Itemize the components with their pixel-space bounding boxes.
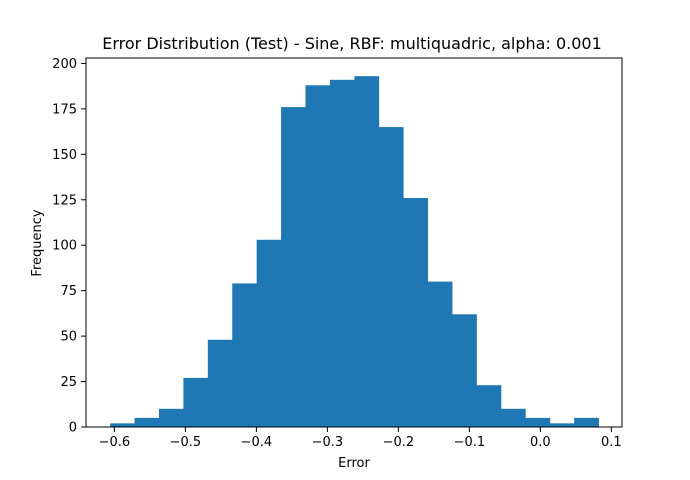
histogram-bar xyxy=(500,408,526,427)
x-tick-label: 0.1 xyxy=(601,435,622,450)
x-tick-label: −0.5 xyxy=(170,435,202,450)
y-tick-label: 100 xyxy=(52,239,77,254)
histogram-bar xyxy=(281,107,306,427)
x-tick-label: −0.3 xyxy=(312,435,344,450)
x-axis-label: Error xyxy=(338,456,370,471)
histogram-bar xyxy=(305,85,331,428)
y-axis-label: Frequency xyxy=(30,209,45,276)
histogram-bar xyxy=(403,197,429,427)
x-tick-label: 0.0 xyxy=(530,435,551,450)
histogram-bar xyxy=(134,417,160,427)
y-tick-label: 125 xyxy=(52,193,77,208)
histogram-bar xyxy=(183,377,209,427)
y-tick-label: 50 xyxy=(60,330,77,345)
x-tick-label: −0.2 xyxy=(383,435,415,450)
x-tick-label: −0.1 xyxy=(454,435,486,450)
plot-frame xyxy=(85,57,623,428)
histogram-bar xyxy=(110,423,135,427)
y-tick-label: 175 xyxy=(52,102,77,117)
histogram-bar xyxy=(476,385,502,427)
histogram-bar xyxy=(427,281,453,427)
histogram-bar xyxy=(207,339,233,427)
y-tick-label: 25 xyxy=(60,375,77,390)
histogram-bar xyxy=(549,423,575,427)
histogram-bar xyxy=(256,239,282,427)
histogram-bar xyxy=(354,76,380,428)
y-tick-label: 200 xyxy=(52,57,77,72)
histogram-bar xyxy=(378,127,404,427)
histogram-bar xyxy=(158,408,184,427)
histogram-bar xyxy=(525,417,551,427)
x-tick-label: −0.6 xyxy=(99,435,131,450)
y-axis-ticks: 0 25 50 75 100 125 150 175 200 xyxy=(52,57,86,436)
histogram-bar xyxy=(452,314,477,427)
histogram-bars xyxy=(110,76,599,428)
histogram-bar xyxy=(574,417,599,427)
chart-title: Error Distribution (Test) - Sine, RBF: m… xyxy=(102,34,602,53)
y-tick-label: 0 xyxy=(69,421,77,436)
histogram-bar xyxy=(329,79,355,427)
y-tick-label: 150 xyxy=(52,148,77,163)
y-tick-label: 75 xyxy=(60,284,77,299)
x-tick-label: −0.4 xyxy=(241,435,273,450)
histogram-bar xyxy=(232,283,258,427)
x-axis-ticks: −0.6 −0.5 −0.4 −0.3 −0.2 −0.1 0.0 0.1 xyxy=(99,427,622,450)
